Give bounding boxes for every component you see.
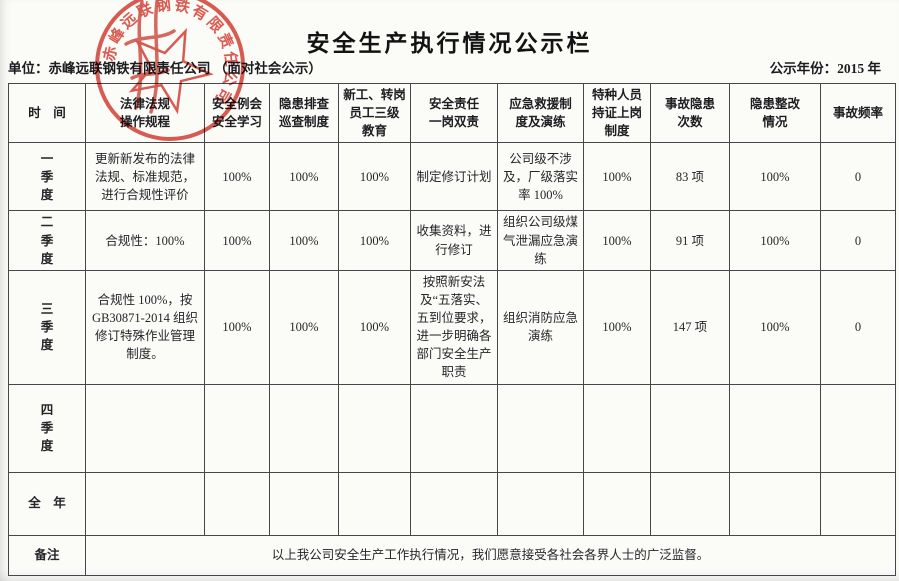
table-row-note: 备注 以上我公司安全生产工作执行情况，我们愿意接受各社会各界人士的广泛监督。 xyxy=(8,534,896,576)
table-cell: 100% xyxy=(338,269,411,385)
table-cell: 100% xyxy=(338,210,411,271)
table-cell xyxy=(269,383,339,473)
table-cell: 合规性 100%，按 GB30871-2014 组织修订特殊作业管理制度。 xyxy=(85,269,205,385)
table-cell: 100% xyxy=(729,269,821,385)
header-time: 时 间 xyxy=(8,82,86,144)
table-cell xyxy=(583,383,651,473)
table-cell: 100% xyxy=(204,142,270,212)
table-cell: 按照新安法及“五落实、五到位要求，进一步明确各部门安全生产职责 xyxy=(410,269,498,385)
note-cell: 以上我公司安全生产工作执行情况，我们愿意接受各社会各界人士的广泛监督。 xyxy=(85,534,896,576)
table-cell: 100% xyxy=(583,210,651,271)
table-cell: 100% xyxy=(583,142,651,212)
table-cell xyxy=(820,383,896,473)
table-row-q3: 三 季 度 合规性 100%，按 GB30871-2014 组织修订特殊作业管理… xyxy=(8,269,896,385)
table-cell xyxy=(85,383,205,473)
header-safety-meeting: 安全例会 安全学习 xyxy=(204,82,270,144)
table-cell: 组织公司级煤气泄漏应急演练 xyxy=(497,210,584,271)
row-label: 备注 xyxy=(8,534,86,576)
header-safety-responsibility: 安全责任 一岗双责 xyxy=(410,82,498,144)
table-cell xyxy=(650,383,730,473)
table-row-q2: 二 季 度 合规性：100% 100% 100% 100% 收集资料，进行修订 … xyxy=(8,210,896,271)
table-cell xyxy=(338,383,411,473)
row-label: 二 季 度 xyxy=(8,210,86,271)
header-laws-regulations: 法律法规 操作规程 xyxy=(85,82,205,144)
table-cell xyxy=(269,471,339,536)
header-row: 时 间 法律法规 操作规程 安全例会 安全学习 隐患排查 巡查制度 新工、转岗 … xyxy=(8,82,896,144)
table-cell xyxy=(338,471,411,536)
table-cell xyxy=(820,471,896,536)
table-cell xyxy=(204,383,270,473)
table-cell: 组织消防应急演练 xyxy=(497,269,584,385)
header-special-personnel: 特种人员 持证上岗 制度 xyxy=(583,82,651,144)
page-title: 安全生产执行情况公示栏 xyxy=(306,31,593,56)
table-cell: 100% xyxy=(269,142,339,212)
row-label: 一 季 度 xyxy=(8,142,86,212)
year-label: 公示年份：2015 年 xyxy=(769,61,881,76)
table-cell xyxy=(583,471,651,536)
table-cell: 100% xyxy=(729,210,821,271)
table-cell: 100% xyxy=(204,210,270,271)
table-cell: 更新新发布的法律法规、标准规范，进行合规性评价 xyxy=(85,142,205,212)
safety-publicity-table: 时 间 法律法规 操作规程 安全例会 安全学习 隐患排查 巡查制度 新工、转岗 … xyxy=(8,82,896,576)
header-emergency-rescue: 应急救援制 度及演练 xyxy=(497,82,584,144)
header-hazard-rectification: 隐患整改 情况 xyxy=(729,82,821,144)
table-row-q1: 一 季 度 更新新发布的法律法规、标准规范，进行合规性评价 100% 100% … xyxy=(8,142,896,212)
meta-row: 单位：赤峰远联钢铁有限责任公司 （面对社会公示） 公示年份：2015 年 xyxy=(8,57,881,77)
table-cell: 147 项 xyxy=(650,269,730,385)
header-new-worker-training: 新工、转岗 员工三级 教育 xyxy=(338,82,411,144)
table-cell: 制定修订计划 xyxy=(410,142,498,212)
table-cell: 0 xyxy=(820,142,896,212)
table-cell xyxy=(410,471,498,536)
table-cell xyxy=(650,471,730,536)
header-hazard-inspection: 隐患排查 巡查制度 xyxy=(269,82,339,144)
row-label: 四 季 度 xyxy=(8,383,86,473)
table-cell xyxy=(729,383,821,473)
table-row-q4: 四 季 度 xyxy=(8,383,896,473)
table-cell xyxy=(729,471,821,536)
table-cell: 合规性：100% xyxy=(85,210,205,271)
unit-label: 单位：赤峰远联钢铁有限责任公司 （面对社会公示） xyxy=(8,61,322,76)
table-row-full-year: 全 年 xyxy=(8,471,896,536)
header-accident-hazard-count: 事故隐患 次数 xyxy=(650,82,730,144)
table-cell: 83 项 xyxy=(650,142,730,212)
table-cell: 100% xyxy=(269,210,339,271)
table-cell: 0 xyxy=(820,210,896,271)
table-cell xyxy=(204,471,270,536)
table-cell: 100% xyxy=(583,269,651,385)
table-cell: 0 xyxy=(820,269,896,385)
table-cell xyxy=(497,471,584,536)
header-accident-frequency: 事故频率 xyxy=(820,82,896,144)
table-cell: 100% xyxy=(729,142,821,212)
table-cell: 91 项 xyxy=(650,210,730,271)
table-cell xyxy=(410,383,498,473)
table-cell xyxy=(85,471,205,536)
table-cell: 公司级不涉及，厂级落实率 100% xyxy=(497,142,584,212)
table-cell: 100% xyxy=(338,142,411,212)
table-cell: 收集资料，进行修订 xyxy=(410,210,498,271)
table-cell xyxy=(497,383,584,473)
table-cell: 100% xyxy=(204,269,270,385)
row-label: 全 年 xyxy=(8,471,86,536)
row-label: 三 季 度 xyxy=(8,269,86,385)
table-cell: 100% xyxy=(269,269,339,385)
